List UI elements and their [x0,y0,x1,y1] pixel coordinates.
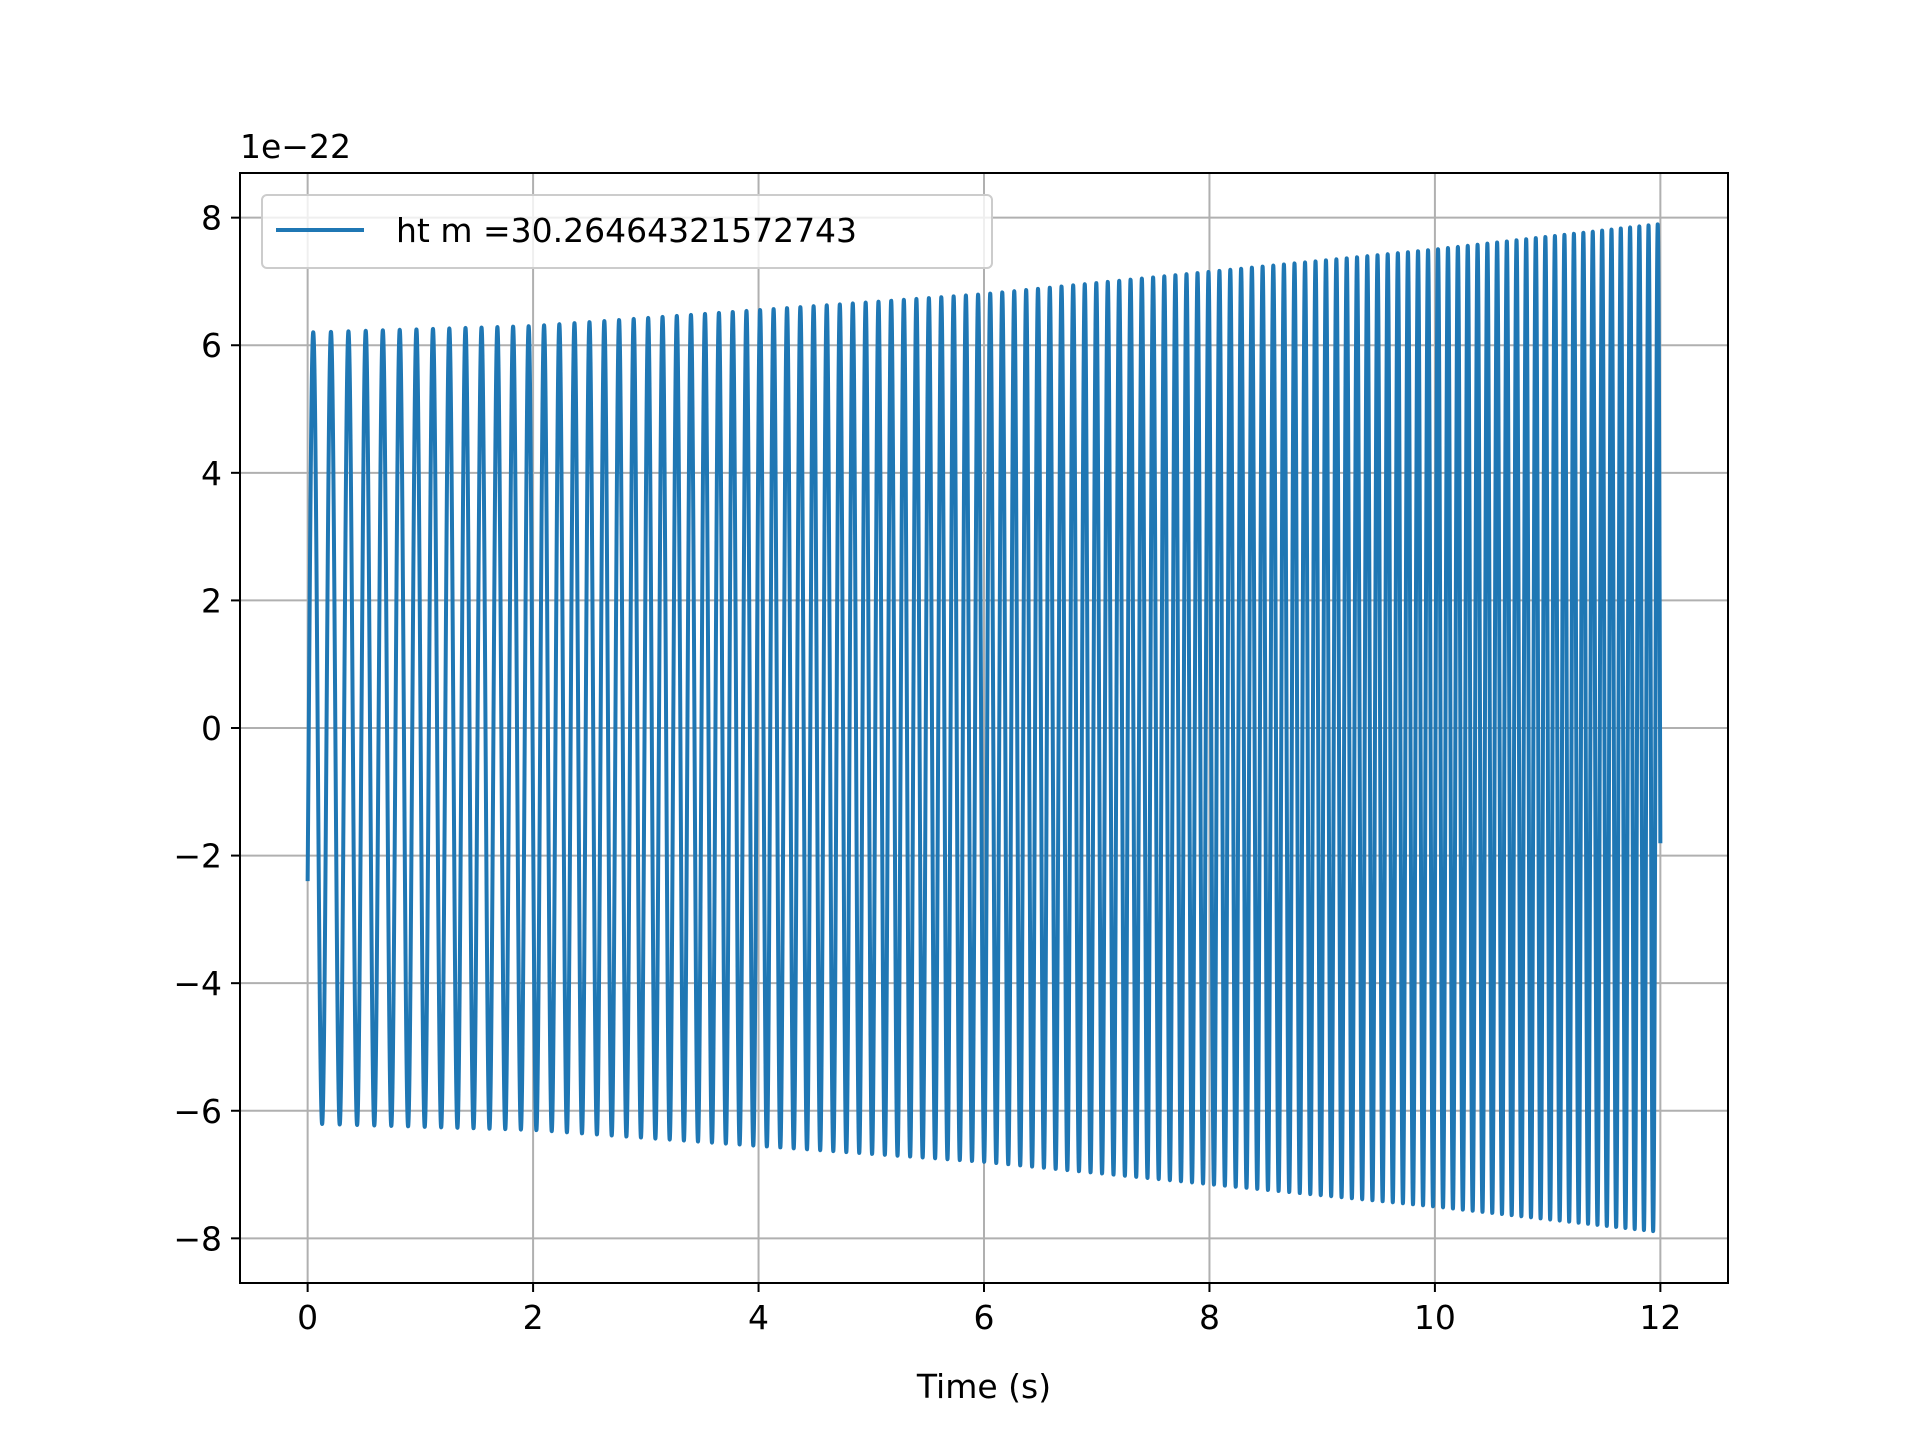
ticks: 0 2 4 6 8 10 12 −8 −6 −4 −2 0 2 4 6 8 [173,199,1681,1337]
x-tick-label: 2 [523,1298,544,1337]
legend-label: ht m =30.26464321572743 [396,211,857,250]
y-tick-label: 8 [201,199,222,238]
x-axis-label: Time (s) [916,1367,1051,1406]
legend: ht m =30.26464321572743 [261,194,993,269]
y-tick-label: 6 [201,326,222,365]
y-tick-label: −4 [173,964,222,1003]
x-tick-label: 6 [974,1298,995,1337]
x-tick-label: 0 [297,1298,318,1337]
y-tick-label: −8 [173,1219,222,1258]
x-tick-label: 8 [1199,1298,1220,1337]
y-tick-label: 4 [201,454,222,493]
x-tick-label: 10 [1414,1298,1456,1337]
y-tick-label: 2 [201,581,222,620]
legend-box [261,194,993,269]
y-offset-label: 1e−22 [240,127,351,166]
y-tick-label: −2 [173,837,222,876]
y-tick-label: −6 [173,1092,222,1131]
x-tick-label: 12 [1639,1298,1681,1337]
x-tick-label: 4 [748,1298,769,1337]
y-tick-label: 0 [201,709,222,748]
series-line [305,222,1663,1234]
